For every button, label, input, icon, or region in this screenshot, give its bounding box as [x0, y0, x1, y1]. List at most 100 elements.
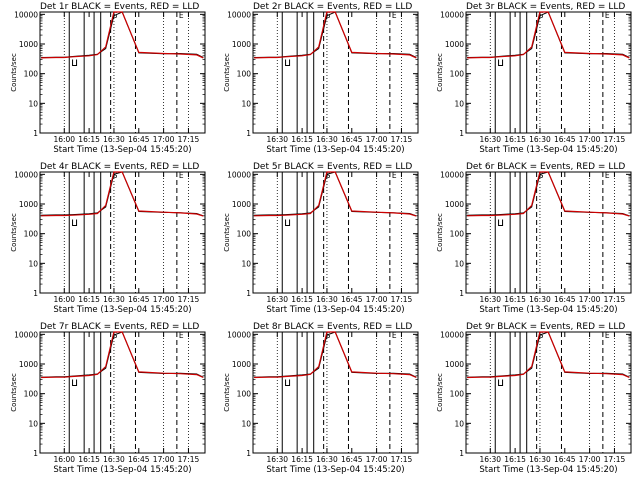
y-tick-label: 1 — [459, 289, 464, 298]
panel-chart: Det 1r BLACK = Events, RED = LLD 1 10 100 10… — [10, 2, 206, 155]
end-marker: E — [392, 11, 397, 20]
y-axis-label: Counts/sec — [223, 373, 231, 412]
panel-chart: Det 5r BLACK = Events, RED = LLD 1 10 100 10… — [223, 162, 419, 315]
y-tick-label: 10000 — [440, 10, 464, 19]
plot-frame — [252, 331, 419, 454]
panel-chart: Det 8r BLACK = Events, RED = LLD 1 10 100 10… — [223, 322, 419, 475]
plot-frame — [465, 171, 632, 294]
y-tick-label: 10 — [28, 419, 38, 428]
x-tick-label: 16:30 — [479, 295, 501, 304]
y-axis-label: Counts/sec — [436, 53, 444, 92]
notch-mark — [498, 219, 504, 227]
panel-title: Det 7r BLACK = Events, RED = LLD — [40, 322, 199, 332]
y-tick-label: 1000 — [445, 40, 464, 49]
y-tick-label: 10000 — [14, 330, 38, 339]
x-tick-label: 16:30 — [529, 295, 551, 304]
x-tick-label: 17:15 — [391, 135, 413, 144]
notch-mark — [285, 59, 291, 67]
y-tick-label: 10 — [241, 259, 251, 268]
x-tick-label: 17:00 — [153, 135, 175, 144]
x-axis-label: Start Time (13-Sep-04 15:45:20) — [479, 305, 617, 315]
y-tick-label: 1000 — [445, 200, 464, 209]
x-tick-label: 16:45 — [341, 135, 363, 144]
x-tick-label: 16:30 — [103, 295, 125, 304]
notch-mark — [72, 379, 78, 387]
y-tick-label: 10 — [28, 99, 38, 108]
x-axis-label: Start Time (13-Sep-04 15:45:20) — [266, 145, 404, 155]
start-marker: S — [539, 171, 544, 180]
panel-title: Det 9r BLACK = Events, RED = LLD — [466, 322, 625, 332]
x-axis-label: Start Time (13-Sep-04 15:45:20) — [479, 145, 617, 155]
x-tick-label: 16:45 — [554, 295, 576, 304]
detector-panel: Det 9r BLACK = Events, RED = LLD 1 10 100 10… — [426, 320, 639, 480]
x-tick-label: 16:15 — [78, 135, 100, 144]
panel-title: Det 6r BLACK = Events, RED = LLD — [466, 162, 625, 172]
x-tick-label: 16:00 — [53, 455, 75, 464]
lld-series-line — [254, 331, 417, 379]
x-tick-label: 16:15 — [291, 295, 313, 304]
notch-mark — [498, 379, 504, 387]
x-tick-label: 16:45 — [128, 455, 150, 464]
panel-chart: Det 4r BLACK = Events, RED = LLD 1 10 100 10… — [10, 162, 206, 315]
x-tick-label: 17:15 — [391, 455, 413, 464]
detector-panel: Det 6r BLACK = Events, RED = LLD 1 10 100 10… — [426, 160, 639, 320]
plot-frame — [465, 331, 632, 454]
x-tick-label: 17:00 — [579, 295, 601, 304]
lld-series-line — [467, 331, 630, 379]
y-tick-label: 100 — [24, 230, 39, 239]
x-axis-label: Start Time (13-Sep-04 15:45:20) — [479, 465, 617, 475]
y-tick-label: 1 — [459, 449, 464, 458]
x-tick-label: 17:15 — [178, 295, 200, 304]
detector-panel: Det 4r BLACK = Events, RED = LLD 1 10 100 10… — [0, 160, 213, 320]
x-tick-label: 17:00 — [579, 135, 601, 144]
y-tick-label: 100 — [237, 70, 252, 79]
x-tick-label: 16:30 — [479, 455, 501, 464]
x-tick-label: 17:15 — [604, 295, 626, 304]
panel-chart: Det 9r BLACK = Events, RED = LLD 1 10 100 10… — [436, 322, 632, 475]
y-tick-label: 1 — [33, 449, 38, 458]
x-tick-label: 16:45 — [128, 295, 150, 304]
x-tick-label: 16:30 — [529, 135, 551, 144]
x-tick-label: 16:30 — [316, 135, 338, 144]
notch-mark — [498, 59, 504, 67]
x-tick-label: 16:15 — [504, 295, 526, 304]
x-tick-label: 16:45 — [554, 135, 576, 144]
y-tick-label: 10000 — [440, 170, 464, 179]
notch-mark — [285, 219, 291, 227]
y-axis-label: Counts/sec — [436, 213, 444, 252]
end-marker: E — [179, 331, 184, 340]
detector-panel: Det 7r BLACK = Events, RED = LLD 1 10 100 10… — [0, 320, 213, 480]
x-tick-label: 16:30 — [316, 295, 338, 304]
y-axis-label: Counts/sec — [10, 373, 18, 412]
y-tick-label: 1000 — [19, 360, 38, 369]
start-marker: S — [113, 331, 118, 340]
x-tick-label: 16:30 — [316, 455, 338, 464]
y-tick-label: 1000 — [232, 200, 251, 209]
start-marker: S — [326, 171, 331, 180]
x-tick-label: 17:00 — [366, 295, 388, 304]
panel-title: Det 8r BLACK = Events, RED = LLD — [253, 322, 412, 332]
y-axis-label: Counts/sec — [10, 213, 18, 252]
end-marker: E — [605, 331, 610, 340]
y-axis-label: Counts/sec — [223, 213, 231, 252]
x-axis-label: Start Time (13-Sep-04 15:45:20) — [53, 145, 191, 155]
x-tick-label: 16:30 — [479, 135, 501, 144]
y-tick-label: 1000 — [232, 360, 251, 369]
y-tick-label: 100 — [450, 390, 465, 399]
y-tick-label: 10000 — [440, 330, 464, 339]
y-tick-label: 10000 — [14, 10, 38, 19]
lld-series-line — [254, 11, 417, 59]
y-tick-label: 1 — [246, 129, 251, 138]
y-tick-label: 10 — [454, 259, 464, 268]
start-marker: S — [326, 331, 331, 340]
plot-frame — [39, 171, 206, 294]
x-axis-label: Start Time (13-Sep-04 15:45:20) — [53, 305, 191, 315]
x-tick-label: 16:30 — [266, 455, 288, 464]
y-axis-label: Counts/sec — [223, 53, 231, 92]
y-tick-label: 100 — [237, 390, 252, 399]
y-tick-label: 100 — [450, 230, 465, 239]
start-marker: S — [113, 171, 118, 180]
x-tick-label: 16:45 — [341, 455, 363, 464]
x-tick-label: 17:15 — [604, 135, 626, 144]
lld-series-line — [41, 11, 204, 59]
